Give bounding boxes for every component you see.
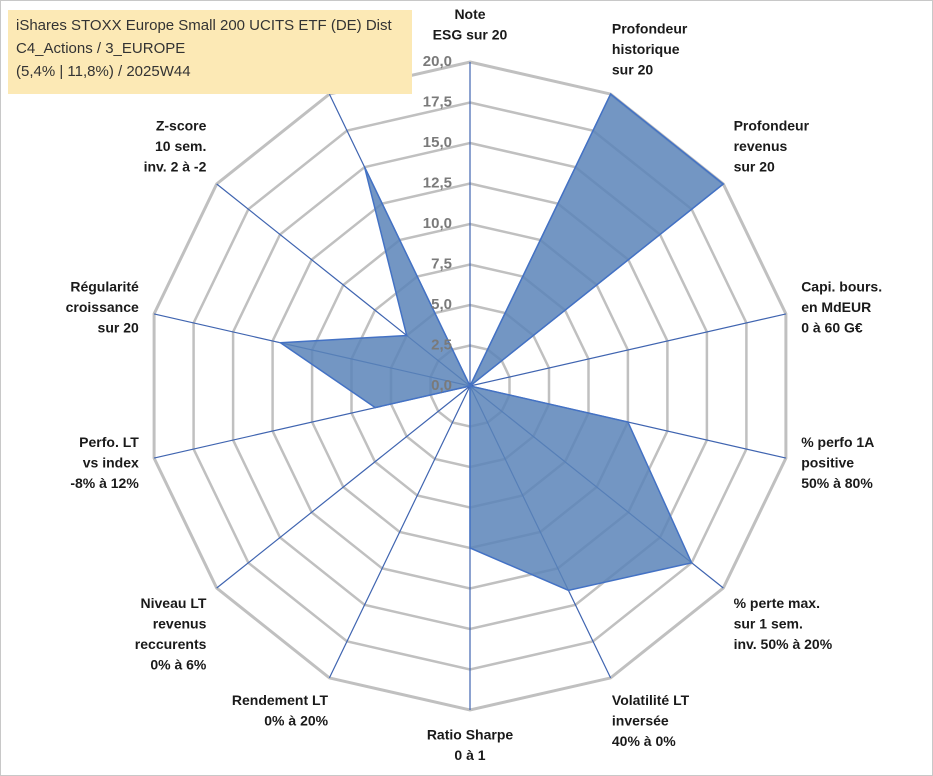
axis-label-7: Volatilité LT inversée 40% à 0% bbox=[612, 692, 690, 749]
tick-label: 7,5 bbox=[431, 255, 452, 272]
axis-label-line: inversée bbox=[612, 713, 669, 729]
tick-label: 17,5 bbox=[423, 93, 452, 110]
axis-label-line: revenus bbox=[153, 615, 207, 631]
axis-label-line: sur 20 bbox=[98, 319, 139, 335]
axis-label-6: % perte max. sur 1 sem. inv. 50% à 20% bbox=[734, 595, 833, 652]
axis-label-line: 50% à 80% bbox=[801, 475, 873, 491]
axis-label-line: Profondeur bbox=[612, 20, 688, 36]
axis-label-line: croissance bbox=[66, 299, 139, 315]
tick-label: 12,5 bbox=[423, 174, 452, 191]
tick-label: 20,0 bbox=[423, 53, 452, 70]
axis-label-line: Note bbox=[454, 6, 485, 22]
axis-label-line: Régularité bbox=[70, 278, 139, 294]
axis-label-line: sur 20 bbox=[734, 159, 775, 175]
axis-label-line: 0% à 6% bbox=[150, 656, 207, 672]
axis-label-line: sur 20 bbox=[612, 61, 653, 77]
axis-label-11: Perfo. LT vs index -8% à 12% bbox=[70, 434, 139, 491]
axis-label-9: Rendement LT 0% à 20% bbox=[232, 692, 329, 729]
axis-label-line: inv. 2 à -2 bbox=[144, 159, 207, 175]
chart-title-line-1: iShares STOXX Europe Small 200 UCITS ETF… bbox=[16, 17, 392, 34]
axis-label-line: ESG sur 20 bbox=[433, 27, 508, 43]
axis-label-3: Profondeur revenus sur 20 bbox=[734, 118, 810, 175]
axis-label-line: Niveau LT bbox=[141, 595, 207, 611]
axis-label-5: % perfo 1A positive 50% à 80% bbox=[801, 434, 874, 491]
spoke-10 bbox=[216, 385, 471, 589]
chart-title-line-3: (5,4% | 11,8%) / 2025W44 bbox=[16, 63, 191, 80]
tick-label: 2,5 bbox=[431, 336, 452, 353]
spoke-9 bbox=[328, 385, 471, 679]
axis-label-13: Z-score 10 sem. inv. 2 à -2 bbox=[144, 118, 207, 175]
axis-label-line: en MdEUR bbox=[801, 299, 871, 315]
axis-label-line: revenus bbox=[734, 138, 788, 154]
axis-label-4: Capi. bours. en MdEUR 0 à 60 G€ bbox=[801, 278, 882, 335]
tick-label: 15,0 bbox=[423, 134, 452, 151]
axis-label-line: Rendement LT bbox=[232, 692, 329, 708]
axis-label-line: % perte max. bbox=[734, 595, 820, 611]
tick-label: 0,0 bbox=[431, 377, 452, 394]
axis-label-line: Volatilité LT bbox=[612, 692, 690, 708]
series-area bbox=[278, 92, 725, 592]
axis-label-8: Ratio Sharpe 0 à 1 bbox=[427, 727, 514, 764]
axis-label-line: 10 sem. bbox=[155, 138, 206, 154]
axis-label-1: Note ESG sur 20 bbox=[433, 6, 508, 43]
axis-label-line: -8% à 12% bbox=[70, 475, 139, 491]
axis-label-line: 0% à 20% bbox=[264, 713, 328, 729]
spoke-4 bbox=[469, 313, 787, 387]
axis-label-line: Z-score bbox=[156, 118, 207, 134]
axis-label-line: positive bbox=[801, 455, 854, 471]
axis-label-line: Perfo. LT bbox=[79, 434, 139, 450]
axis-label-line: 0 à 60 G€ bbox=[801, 319, 863, 335]
axis-label-line: Ratio Sharpe bbox=[427, 727, 514, 743]
axis-label-line: % perfo 1A bbox=[801, 434, 874, 450]
label-layer: Note ESG sur 20 Profondeur historique sur 20… bbox=[66, 6, 882, 763]
tick-label: 5,0 bbox=[431, 296, 452, 313]
axis-label-line: historique bbox=[612, 41, 680, 57]
series-layer bbox=[278, 92, 725, 592]
axis-label-line: 40% à 0% bbox=[612, 733, 676, 749]
axis-label-line: Profondeur bbox=[734, 118, 810, 134]
axis-label-line: sur 1 sem. bbox=[734, 615, 803, 631]
chart-title-box: iShares STOXX Europe Small 200 UCITS ETF… bbox=[8, 10, 412, 94]
axis-label-line: reccurents bbox=[135, 636, 207, 652]
axis-label-line: Capi. bours. bbox=[801, 278, 882, 294]
axis-label-line: 0 à 1 bbox=[454, 747, 485, 763]
tick-layer: 0,0 2,5 5,0 7,5 10,0 12,5 15,0 17,5 20,0 bbox=[423, 53, 452, 394]
axis-label-line: inv. 50% à 20% bbox=[734, 636, 833, 652]
chart-title-line-2: C4_Actions / 3_EUROPE bbox=[16, 40, 186, 57]
tick-label: 10,0 bbox=[423, 215, 452, 232]
axis-label-line: vs index bbox=[83, 455, 139, 471]
axis-label-2: Profondeur historique sur 20 bbox=[612, 20, 688, 77]
axis-label-10: Niveau LT revenus reccurents 0% à 6% bbox=[135, 595, 207, 673]
axis-label-12: Régularité croissance sur 20 bbox=[66, 278, 139, 335]
